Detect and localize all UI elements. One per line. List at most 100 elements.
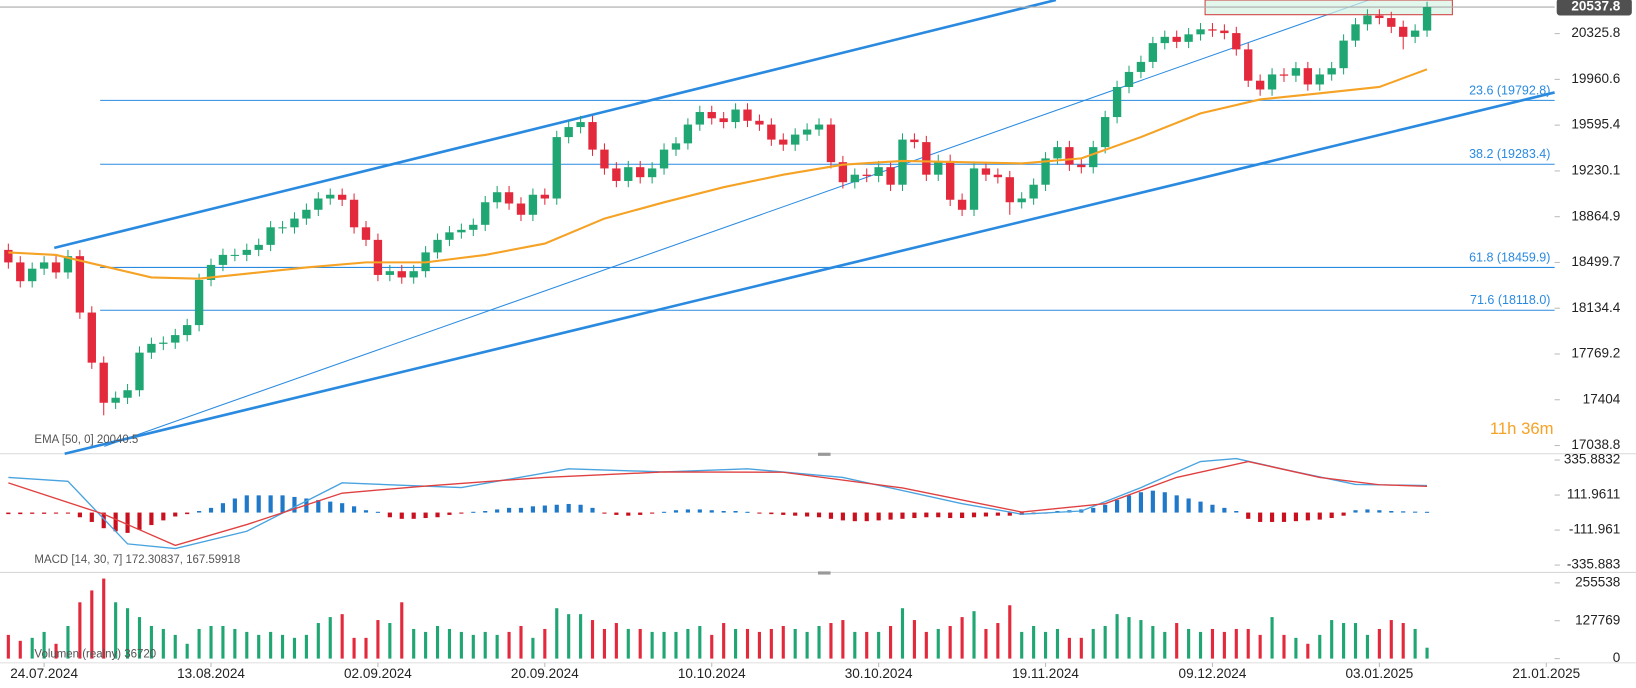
ema-legend-value: 20040.5	[97, 434, 138, 446]
macd-histogram-bar	[53, 512, 59, 514]
macd-histogram-bar	[578, 504, 583, 513]
volume-bar	[292, 637, 297, 659]
volume-bar	[102, 578, 106, 659]
candle-body	[1327, 68, 1336, 75]
macd-histogram-bar	[781, 512, 786, 515]
candle-body	[1136, 61, 1146, 72]
macd-histogram-bar	[685, 509, 690, 513]
volume-legend: Volumen (realny) 36720	[34, 648, 156, 660]
macd-histogram-bar	[411, 512, 416, 519]
candle-body	[1387, 18, 1396, 27]
macd-histogram-bar	[745, 511, 750, 513]
candle-body	[230, 254, 240, 256]
volume-bar	[1425, 647, 1429, 659]
candle-body	[850, 174, 859, 183]
volume-bar	[698, 625, 702, 659]
volume-bar	[972, 611, 976, 659]
candle-body	[767, 124, 776, 140]
trend-line[interactable]	[64, 91, 1555, 456]
volume-bar	[1330, 620, 1334, 659]
macd-histogram-bar	[852, 512, 857, 522]
candle-body	[612, 168, 621, 181]
candle-body	[373, 239, 383, 275]
candle-body	[302, 209, 311, 219]
candle-body	[957, 199, 967, 210]
candle-body	[39, 262, 49, 269]
volume-bar	[805, 631, 809, 659]
y-tick-label: 18499.7	[1571, 254, 1620, 269]
candle-body	[183, 325, 192, 336]
macd-histogram-bar	[256, 495, 261, 513]
candle-body	[4, 249, 13, 263]
volume-bar	[400, 602, 404, 659]
candle-body	[516, 203, 526, 215]
x-tick-label: 30.10.2024	[845, 666, 913, 681]
candle-body	[28, 268, 37, 282]
volume-bar	[722, 623, 726, 659]
candle-body	[1208, 29, 1217, 31]
y-tick-label: 127769	[1575, 612, 1620, 627]
volume-bar	[769, 628, 773, 659]
trend-line[interactable]	[53, 0, 1057, 250]
macd-histogram-bar	[697, 509, 702, 513]
y-tick-label: -111.961	[1569, 522, 1620, 537]
signal-legend-value: 167.59918	[186, 554, 240, 566]
volume-bar	[912, 620, 916, 659]
volume-bar	[1067, 637, 1071, 659]
macd-histogram-bar	[542, 505, 547, 513]
volume-bar	[877, 631, 881, 659]
volume-bar	[1055, 628, 1060, 659]
candle-body	[838, 162, 848, 183]
trend-line[interactable]	[104, 0, 1370, 447]
volume-bar	[519, 625, 523, 659]
candle-body	[540, 194, 550, 199]
macd-legend-name: MACD [14, 30, 7]	[34, 554, 122, 566]
candle-body	[75, 256, 85, 313]
macd-histogram-bar	[244, 495, 249, 513]
macd-histogram-bar	[1162, 492, 1167, 513]
macd-histogram-bar	[1150, 490, 1155, 513]
pane-handle[interactable]	[818, 452, 831, 456]
candle-body	[707, 112, 716, 119]
volume-bar	[1151, 625, 1155, 659]
volume-bar	[173, 634, 177, 659]
volume-bar	[412, 628, 416, 659]
volume-bar	[686, 628, 690, 659]
volume-bar	[459, 631, 463, 659]
volume-bar	[125, 608, 130, 659]
candle-body	[1232, 33, 1241, 50]
x-tick-label: 21.01.2025	[1512, 666, 1580, 681]
candle-body	[695, 112, 704, 125]
macd-histogram-bar	[363, 510, 369, 513]
volume-bar	[1163, 631, 1167, 659]
candle-body	[1124, 71, 1134, 87]
candle-body	[135, 352, 144, 391]
signal-line	[8, 460, 1428, 547]
macd-histogram-bar	[590, 507, 595, 513]
volume-bar	[710, 634, 714, 659]
volume-bar	[1294, 637, 1298, 659]
candle-body	[814, 124, 824, 130]
macd-histogram-bar	[793, 512, 798, 516]
volume-bar	[531, 637, 535, 659]
volume-bar	[435, 625, 440, 659]
candle-body	[1148, 43, 1158, 62]
candle-body	[1303, 68, 1313, 85]
volume-bar	[483, 631, 487, 659]
macd-histogram-bar	[995, 512, 1000, 516]
macd-histogram-bar	[1234, 511, 1239, 513]
candle-body	[206, 264, 216, 280]
macd-histogram-bar	[161, 512, 166, 521]
macd-histogram-bar	[280, 495, 285, 513]
y-tick-label: 17038.8	[1571, 437, 1620, 452]
candle-body	[659, 149, 669, 169]
pane-handle[interactable]	[818, 571, 831, 575]
volume-bar	[352, 637, 356, 659]
volume-bar	[137, 617, 142, 659]
candle-body	[1029, 184, 1038, 199]
volume-bar	[1091, 628, 1095, 659]
candle-body	[1220, 30, 1229, 34]
macd-histogram-bar	[602, 512, 607, 514]
candle-body	[1041, 158, 1050, 185]
